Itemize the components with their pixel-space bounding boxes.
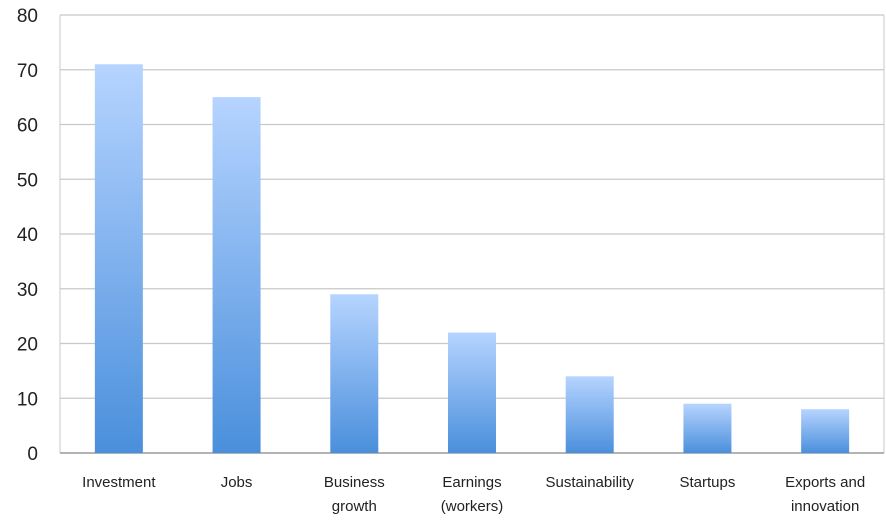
x-tick-label-line: Business bbox=[324, 474, 385, 491]
x-tick-label: Jobs bbox=[221, 474, 253, 491]
bar bbox=[212, 97, 261, 453]
y-tick-label: 0 bbox=[27, 444, 38, 465]
y-tick-label: 30 bbox=[17, 280, 38, 301]
x-tick-label-line: Sustainability bbox=[546, 474, 635, 491]
bar bbox=[683, 403, 732, 453]
x-tick-label: Business growth bbox=[324, 474, 385, 515]
x-tick-label-line: growth bbox=[332, 498, 377, 515]
x-tick-label-line: Exports and bbox=[785, 474, 865, 491]
y-axis: 0 10 20 30 40 50 60 70 80 bbox=[17, 6, 38, 465]
bar bbox=[801, 409, 850, 453]
bar bbox=[94, 64, 143, 454]
y-tick-label: 60 bbox=[17, 116, 38, 137]
bar bbox=[448, 332, 496, 453]
bar bbox=[330, 294, 379, 453]
y-tick-label: 70 bbox=[17, 61, 38, 82]
y-tick-label: 50 bbox=[17, 170, 38, 191]
bars bbox=[94, 64, 850, 454]
x-tick-label-line: Investment bbox=[82, 474, 156, 491]
x-tick-label-line: Startups bbox=[679, 474, 735, 491]
x-axis: Investment Jobs Business growth Earnings (wor… bbox=[82, 474, 865, 515]
x-tick-label: Exports and innovation bbox=[785, 474, 865, 515]
bar bbox=[565, 376, 614, 453]
x-tick-label: Earnings (workers) bbox=[441, 474, 504, 515]
y-tick-label: 80 bbox=[17, 6, 38, 27]
x-tick-label: Sustainability bbox=[546, 474, 635, 491]
y-tick-label: 40 bbox=[17, 225, 38, 246]
y-tick-label: 20 bbox=[17, 335, 38, 356]
x-tick-label-line: Jobs bbox=[221, 474, 253, 491]
x-tick-label: Startups bbox=[679, 474, 735, 491]
x-tick-label: Investment bbox=[82, 474, 156, 491]
y-tick-label: 10 bbox=[17, 389, 38, 410]
x-tick-label-line: (workers) bbox=[441, 498, 504, 515]
x-tick-label-line: innovation bbox=[791, 498, 859, 515]
x-tick-label-line: Earnings bbox=[442, 474, 501, 491]
